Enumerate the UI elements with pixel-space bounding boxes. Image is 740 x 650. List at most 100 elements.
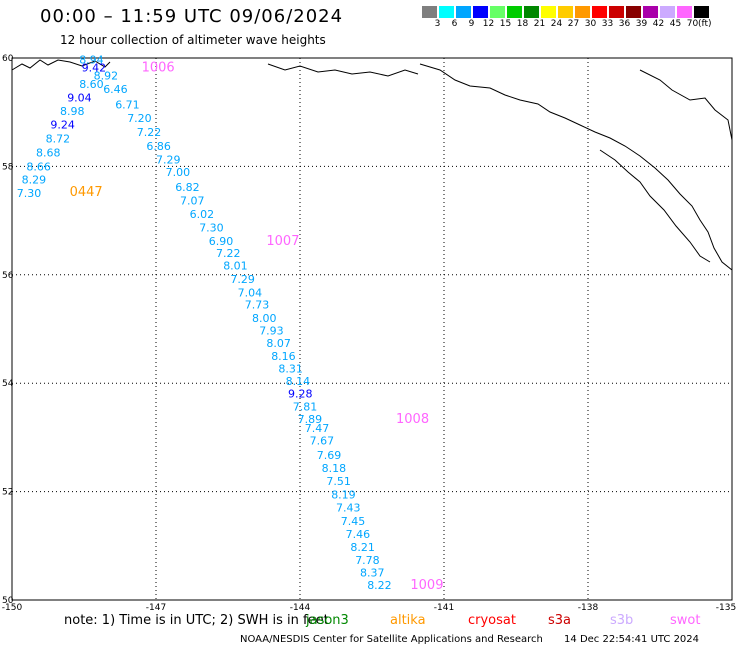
color-legend-label: 24 [550, 19, 563, 29]
wave-height-value: 6.71 [115, 98, 140, 111]
latitude-label: 52 [2, 488, 13, 498]
wave-height-value: 9.24 [50, 118, 75, 131]
wave-height-value: 7.07 [180, 194, 205, 207]
wave-height-value: 7.67 [310, 434, 335, 447]
wave-height-value: 8.01 [223, 259, 248, 272]
latitude-label: 56 [2, 271, 14, 281]
color-swatch [557, 5, 574, 19]
wave-height-value: 8.18 [322, 462, 347, 475]
color-legend-label: 15 [499, 19, 512, 29]
color-swatch [523, 5, 540, 19]
wave-height-value: 8.98 [60, 105, 85, 118]
latitude-label: 50 [2, 596, 14, 606]
color-legend-label: 9 [468, 19, 475, 29]
outer-islands [599, 149, 711, 263]
color-legend-swatches [421, 5, 712, 19]
altimeter-track: 8.949.428.928.60 6.46 9.04 6.71 8.98 7.20 9.24… [17, 53, 392, 592]
wave-height-value: 8.22 [367, 579, 392, 592]
latitude-label: 58 [2, 162, 14, 172]
color-legend-labels: 3 6 9 12 15 18 21 24 27 30 33 36 39 42 45 70 (ft) [429, 19, 712, 29]
wave-height-value: 8.94 [79, 53, 104, 66]
gulf-coast [419, 63, 733, 271]
wave-height-value: 7.00 [166, 166, 191, 179]
map-title: 00:00 – 11:59 UTC 09/06/2024 [40, 6, 344, 27]
graticule [12, 58, 732, 600]
satellite-legend-item: jason3 [306, 613, 349, 628]
wave-height-value: 7.93 [259, 324, 284, 337]
satellite-legend-item: s3b [610, 613, 634, 628]
wave-height-value: 7.22 [137, 126, 162, 139]
color-swatch [591, 5, 608, 19]
color-legend-label: 3 [434, 19, 441, 29]
wave-height-value: 7.45 [341, 515, 366, 528]
color-legend-label: 21 [533, 19, 546, 29]
color-legend-label: 39 [635, 19, 648, 29]
color-swatch [659, 5, 676, 19]
wave-height-value: 7.46 [346, 528, 371, 541]
wave-height-value: 9.28 [288, 387, 313, 400]
color-legend-label: 45 [669, 19, 682, 29]
footer-note: note: 1) Time is in UTC; 2) SWH is in fe… [64, 613, 329, 628]
wave-height-value: 7.30 [17, 187, 42, 200]
color-swatch [438, 5, 455, 19]
color-swatch [574, 5, 591, 19]
wave-height-value: 8.60 [79, 78, 104, 91]
satellite-legend-item: altika [390, 613, 426, 628]
wave-height-value: 8.68 [36, 147, 61, 160]
wave-height-value: 6.86 [146, 140, 171, 153]
color-legend-label: 27 [567, 19, 580, 29]
wave-height-value: 7.30 [199, 221, 224, 234]
wave-height-value: 7.89 [298, 413, 323, 426]
wave-height-value: 7.51 [326, 475, 351, 488]
color-swatch [506, 5, 523, 19]
longitude-label: -141 [434, 603, 454, 613]
longitude-label: -150 [2, 603, 23, 613]
wave-height-value: 7.04 [238, 286, 263, 299]
wave-height-value: 8.14 [286, 375, 311, 388]
wave-height-value: 7.43 [336, 502, 361, 515]
wave-height-value: 8.31 [278, 362, 303, 375]
map-subtitle: 12 hour collection of altimeter wave hei… [60, 33, 326, 47]
color-legend: 3 6 9 12 15 18 21 24 27 30 33 36 39 42 45 70 (ft) [421, 5, 712, 29]
wave-height-value: 6.90 [209, 235, 234, 248]
color-legend-label: 33 [601, 19, 614, 29]
satellite-legend-item: swot [670, 613, 701, 628]
prince-william-coast [267, 63, 419, 77]
satellite-legend-item: s3a [548, 613, 572, 628]
wave-height-value: 9.04 [67, 91, 92, 104]
wave-height-value: 7.47 [305, 422, 330, 435]
wave-height-value: 7.22 [216, 247, 241, 260]
pass-time-label: 1007 [266, 234, 299, 249]
map-frame [11, 57, 733, 601]
color-swatch [642, 5, 659, 19]
color-legend-unit: (ft) [698, 19, 712, 29]
wave-height-value: 8.00 [252, 312, 277, 325]
wave-height-value: 6.46 [103, 83, 128, 96]
pass-time-label: 0447 [70, 185, 103, 200]
longitude-label: -135 [716, 603, 736, 613]
color-swatch [489, 5, 506, 19]
color-legend-label: 6 [451, 19, 458, 29]
wave-height-value: 8.37 [360, 567, 385, 580]
credit-text: NOAA/NESDIS Center for Satellite Applica… [240, 634, 543, 645]
latitude-label: 54 [2, 379, 14, 389]
longitude-label: -144 [290, 603, 311, 613]
latitude-label: 60 [2, 54, 14, 64]
wave-height-value: 8.66 [26, 161, 51, 174]
longitude-label: -147 [146, 603, 166, 613]
color-swatch [421, 5, 438, 19]
wave-height-value: 7.29 [156, 154, 181, 167]
coastline [11, 59, 733, 271]
color-swatch [676, 5, 693, 19]
color-swatch [608, 5, 625, 19]
credit-timestamp: 14 Dec 22:54:41 UTC 2024 [564, 634, 700, 645]
kenai-coast [11, 59, 111, 71]
color-legend-label: 30 [584, 19, 597, 29]
longitude-labels: -150 -147 -144 -141 -138 -135 [2, 603, 736, 613]
wave-height-value: 7.78 [355, 554, 380, 567]
inland-coast [639, 69, 733, 141]
wave-height-value: 8.07 [266, 337, 291, 350]
color-swatch [455, 5, 472, 19]
longitude-label: -138 [578, 603, 599, 613]
